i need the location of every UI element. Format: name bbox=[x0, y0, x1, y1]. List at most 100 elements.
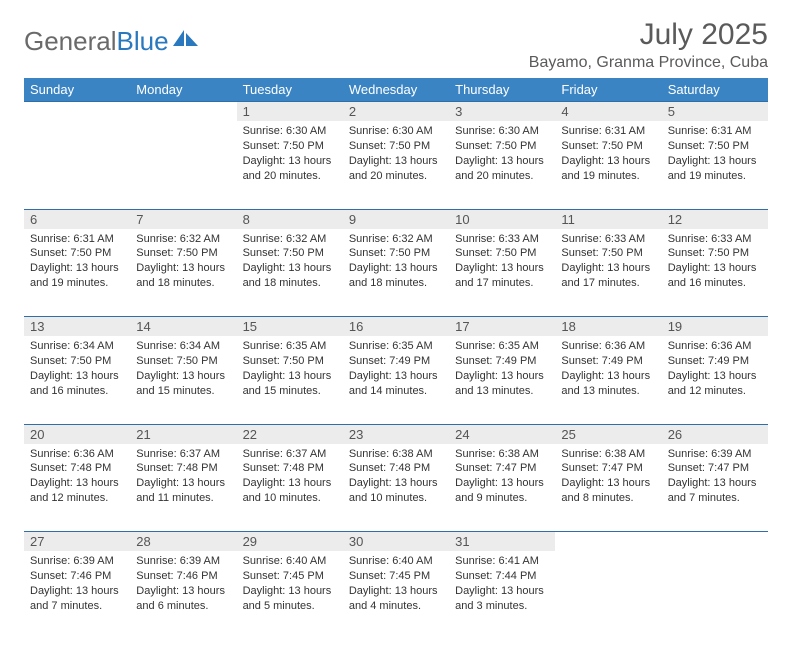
daylight-line: Daylight: 13 hours and 14 minutes. bbox=[349, 370, 438, 397]
day-cell: Sunrise: 6:31 AMSunset: 7:50 PMDaylight:… bbox=[555, 121, 661, 209]
day-cell: Sunrise: 6:34 AMSunset: 7:50 PMDaylight:… bbox=[130, 336, 236, 424]
weekday-header: Sunday bbox=[24, 78, 130, 102]
day-number: 10 bbox=[449, 209, 555, 229]
sunrise-line: Sunrise: 6:30 AM bbox=[243, 125, 327, 137]
day-number: 22 bbox=[237, 424, 343, 444]
sunrise-line: Sunrise: 6:35 AM bbox=[455, 340, 539, 352]
sunset-line: Sunset: 7:50 PM bbox=[561, 247, 642, 259]
day-details: Sunrise: 6:36 AMSunset: 7:48 PMDaylight:… bbox=[24, 444, 130, 512]
day-number: 27 bbox=[24, 532, 130, 552]
sunrise-line: Sunrise: 6:31 AM bbox=[30, 233, 114, 245]
brand-part1: General bbox=[24, 26, 117, 57]
day-details: Sunrise: 6:33 AMSunset: 7:50 PMDaylight:… bbox=[555, 229, 661, 297]
day-number: 23 bbox=[343, 424, 449, 444]
day-number: 3 bbox=[449, 102, 555, 122]
day-number: 31 bbox=[449, 532, 555, 552]
day-number: 24 bbox=[449, 424, 555, 444]
sunrise-line: Sunrise: 6:35 AM bbox=[243, 340, 327, 352]
day-number: 16 bbox=[343, 317, 449, 337]
daylight-line: Daylight: 13 hours and 19 minutes. bbox=[561, 155, 650, 182]
sunrise-line: Sunrise: 6:39 AM bbox=[30, 555, 114, 567]
daylight-line: Daylight: 13 hours and 17 minutes. bbox=[455, 262, 544, 289]
sunrise-line: Sunrise: 6:38 AM bbox=[349, 448, 433, 460]
day-details: Sunrise: 6:35 AMSunset: 7:50 PMDaylight:… bbox=[237, 336, 343, 404]
daylight-line: Daylight: 13 hours and 7 minutes. bbox=[668, 477, 757, 504]
brand-part2: Blue bbox=[117, 26, 169, 57]
day-cell: Sunrise: 6:33 AMSunset: 7:50 PMDaylight:… bbox=[662, 229, 768, 317]
day-cell: Sunrise: 6:30 AM Sunset: 7:50 PM Daylight:… bbox=[449, 121, 555, 209]
day-cell: Sunrise: 6:38 AMSunset: 7:48 PMDaylight:… bbox=[343, 444, 449, 532]
brand-sail-icon bbox=[173, 24, 199, 55]
sunset-line: Sunset: 7:50 PM bbox=[455, 247, 536, 259]
sunrise-line: Sunrise: 6:41 AM bbox=[455, 555, 539, 567]
daylight-line: Daylight: 13 hours and 20 minutes. bbox=[349, 155, 438, 182]
page-header: GeneralBlue July 2025 Bayamo, Granma Pro… bbox=[24, 18, 768, 72]
empty-day-number bbox=[662, 532, 768, 552]
day-cell: Sunrise: 6:36 AMSunset: 7:48 PMDaylight:… bbox=[24, 444, 130, 532]
sunset-line: Sunset: 7:50 PM bbox=[668, 140, 749, 152]
sunset-line: Sunset: 7:49 PM bbox=[668, 355, 749, 367]
sunset-line: Sunset: 7:50 PM bbox=[349, 247, 430, 259]
daylight-line: Daylight: 13 hours and 13 minutes. bbox=[455, 370, 544, 397]
day-number: 7 bbox=[130, 209, 236, 229]
sunrise-line: Sunrise: 6:32 AM bbox=[136, 233, 220, 245]
day-cell: Sunrise: 6:39 AMSunset: 7:46 PMDaylight:… bbox=[130, 551, 236, 639]
day-details: Sunrise: 6:35 AMSunset: 7:49 PMDaylight:… bbox=[449, 336, 555, 404]
weekday-header: Friday bbox=[555, 78, 661, 102]
daylight-line: Daylight: 13 hours and 11 minutes. bbox=[136, 477, 225, 504]
sunrise-line: Sunrise: 6:35 AM bbox=[349, 340, 433, 352]
sunset-line: Sunset: 7:50 PM bbox=[243, 140, 324, 152]
day-number: 21 bbox=[130, 424, 236, 444]
week-body-row: Sunrise: 6:34 AM Sunset: 7:50 PM Daylight:… bbox=[24, 336, 768, 424]
day-details: Sunrise: 6:40 AMSunset: 7:45 PMDaylight:… bbox=[237, 551, 343, 619]
sunrise-line: Sunrise: 6:39 AM bbox=[136, 555, 220, 567]
day-cell: Sunrise: 6:32 AMSunset: 7:50 PMDaylight:… bbox=[130, 229, 236, 317]
day-cell: Sunrise: 6:37 AMSunset: 7:48 PMDaylight:… bbox=[130, 444, 236, 532]
daylight-line: Daylight: 13 hours and 20 minutes. bbox=[455, 155, 544, 182]
day-number: 2 bbox=[343, 102, 449, 122]
daylight-line: Daylight: 13 hours and 6 minutes. bbox=[136, 585, 225, 612]
day-cell: Sunrise: 6:31 AMSunset: 7:50 PMDaylight:… bbox=[24, 229, 130, 317]
sunrise-line: Sunrise: 6:30 AM bbox=[455, 125, 539, 137]
sunset-line: Sunset: 7:48 PM bbox=[30, 462, 111, 474]
sunset-line: Sunset: 7:47 PM bbox=[455, 462, 536, 474]
daylight-line: Daylight: 13 hours and 19 minutes. bbox=[30, 262, 119, 289]
day-details: Sunrise: 6:36 AMSunset: 7:49 PMDaylight:… bbox=[662, 336, 768, 404]
daylight-line: Daylight: 13 hours and 7 minutes. bbox=[30, 585, 119, 612]
daylight-line: Daylight: 13 hours and 18 minutes. bbox=[349, 262, 438, 289]
day-details: Sunrise: 6:30 AM Sunset: 7:50 PM Daylight:… bbox=[449, 121, 555, 189]
day-details: Sunrise: 6:38 AMSunset: 7:47 PMDaylight:… bbox=[555, 444, 661, 512]
daylight-line: Daylight: 13 hours and 15 minutes. bbox=[136, 370, 225, 397]
day-cell: Sunrise: 6:39 AMSunset: 7:47 PMDaylight:… bbox=[662, 444, 768, 532]
day-number: 19 bbox=[662, 317, 768, 337]
sunset-line: Sunset: 7:46 PM bbox=[30, 570, 111, 582]
weekday-header-row: SundayMondayTuesdayWednesdayThursdayFrid… bbox=[24, 78, 768, 102]
daylight-line: Daylight: 13 hours and 17 minutes. bbox=[561, 262, 650, 289]
day-cell: Sunrise: 6:32 AMSunset: 7:50 PMDaylight:… bbox=[343, 229, 449, 317]
sunset-line: Sunset: 7:44 PM bbox=[455, 570, 536, 582]
day-cell: Sunrise: 6:30 AMSunset: 7:50 PMDaylight:… bbox=[237, 121, 343, 209]
day-details: Sunrise: 6:37 AMSunset: 7:48 PMDaylight:… bbox=[130, 444, 236, 512]
sunset-line: Sunset: 7:50 PM bbox=[243, 247, 324, 259]
brand-logo: GeneralBlue bbox=[24, 18, 199, 57]
empty-day-number bbox=[24, 102, 130, 122]
day-number: 18 bbox=[555, 317, 661, 337]
sunrise-line: Sunrise: 6:34 AM bbox=[30, 340, 114, 352]
day-number: 12 bbox=[662, 209, 768, 229]
day-details: Sunrise: 6:31 AMSunset: 7:50 PMDaylight:… bbox=[662, 121, 768, 189]
empty-day-cell bbox=[24, 121, 130, 209]
day-details: Sunrise: 6:30 AMSunset: 7:50 PMDaylight:… bbox=[343, 121, 449, 189]
day-number: 15 bbox=[237, 317, 343, 337]
empty-day-cell bbox=[555, 551, 661, 639]
day-number: 26 bbox=[662, 424, 768, 444]
location-subtitle: Bayamo, Granma Province, Cuba bbox=[529, 54, 768, 72]
month-title: July 2025 bbox=[529, 18, 768, 52]
sunset-line: Sunset: 7:50 PM bbox=[243, 355, 324, 367]
day-cell: Sunrise: 6:38 AMSunset: 7:47 PMDaylight:… bbox=[449, 444, 555, 532]
sunset-line: Sunset: 7:50 PM bbox=[455, 140, 536, 152]
day-number: 20 bbox=[24, 424, 130, 444]
day-details: Sunrise: 6:30 AMSunset: 7:50 PMDaylight:… bbox=[237, 121, 343, 189]
day-details: Sunrise: 6:33 AMSunset: 7:50 PMDaylight:… bbox=[449, 229, 555, 297]
sunset-line: Sunset: 7:49 PM bbox=[561, 355, 642, 367]
daylight-line: Daylight: 13 hours and 10 minutes. bbox=[243, 477, 332, 504]
